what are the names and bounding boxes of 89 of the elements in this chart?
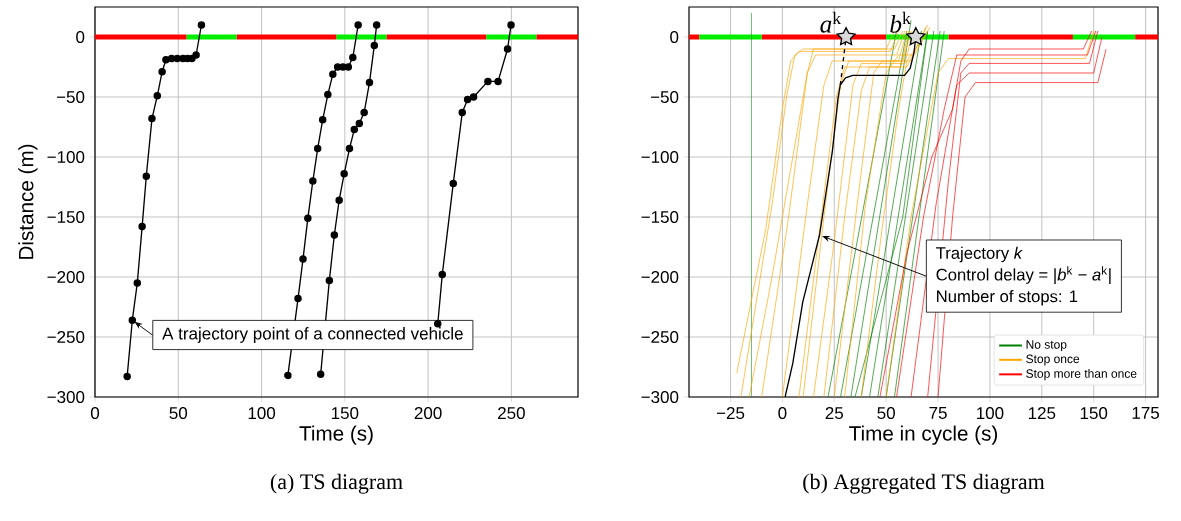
text: (b) Aggregated TS diagram [803,473,1045,494]
point [463,95,472,104]
text: (a) TS diagram [270,473,403,494]
x-axis-title: Time in cycle (s) [849,425,998,445]
point [153,92,162,100]
y-tick-label: −100 [641,150,679,164]
point [162,56,170,64]
point [148,114,156,123]
legend-label: Stop once [1026,354,1080,366]
x-tick-label: 0 [778,407,787,420]
point [313,144,322,153]
y-tick-label: −250 [641,330,679,344]
y-tick-label: −100 [47,150,85,164]
point [335,196,343,204]
point [197,21,206,29]
point [449,179,457,188]
x-tick-label: 50 [169,407,188,420]
point [349,53,357,62]
point [133,279,142,287]
point [469,93,478,101]
point [284,371,292,380]
point [316,370,325,378]
annotation: Number of stops: 1 [937,289,1078,306]
x-tick-label: 0 [90,407,100,420]
point [167,54,176,63]
y-tick-label: −200 [641,270,679,284]
x-tick-label: 200 [414,407,442,420]
point [128,316,137,324]
annotation: A trajectory point of a connected vehicle [162,327,463,343]
y-axis-title: Distance (m) [18,144,38,259]
x-tick-label: 75 [929,407,947,419]
point [158,68,166,76]
x-tick-label: 150 [1080,407,1108,420]
x-tick-label: 150 [331,407,359,420]
x-tick-label: 100 [977,407,1004,420]
point [309,177,317,185]
point [458,108,466,117]
y-tick-label: −300 [47,390,85,404]
point [360,108,368,117]
y-tick-label: 0 [76,30,85,44]
y-tick-label: −150 [47,210,85,224]
point [350,125,359,134]
y-tick-label: 0 [670,30,679,44]
y-tick-label: −150 [641,210,679,224]
x-tick-label: 25 [825,407,844,420]
x-tick-label: 50 [877,407,895,420]
x-tick-label: −25 [716,407,745,420]
point [345,144,354,153]
point [324,90,332,99]
legend-label: Stop more than once [1026,369,1137,381]
point [192,51,200,59]
point [484,77,492,86]
point [507,21,515,29]
series-label: b$^{k}$ [890,11,911,33]
point [503,45,512,53]
point [138,222,146,231]
annotation: Control delay = |b$^{k}$ − a$^{k}$| [936,266,1111,284]
point [330,231,339,239]
point [370,41,379,50]
y-tick-label: −250 [47,330,85,344]
point [340,170,348,178]
point [329,70,337,78]
point [494,77,502,86]
point [294,294,302,303]
x-tick-label: 175 [1132,407,1160,419]
y-tick-label: −200 [47,270,85,284]
annotation: Trajectory k [936,246,1023,263]
point [318,116,327,124]
y-tick-label: −50 [56,90,85,104]
legend-label: No stop [1026,340,1067,352]
y-tick-label: −50 [650,90,679,104]
x-tick-label: 250 [498,407,525,420]
point [339,63,347,71]
point [355,119,364,128]
point [344,63,353,71]
point [142,172,151,180]
x-tick-label: 125 [1028,407,1056,420]
point [354,21,362,29]
point [304,214,312,222]
point [123,372,131,381]
series-label: a$^{k}$ [820,11,842,33]
x-axis-title: Time (s) [299,425,373,445]
x-tick-label: 100 [248,407,276,420]
point [325,276,334,285]
point [372,21,381,29]
y-tick-label: −300 [641,390,679,404]
point [365,78,374,87]
point [438,270,446,279]
point [299,255,307,263]
